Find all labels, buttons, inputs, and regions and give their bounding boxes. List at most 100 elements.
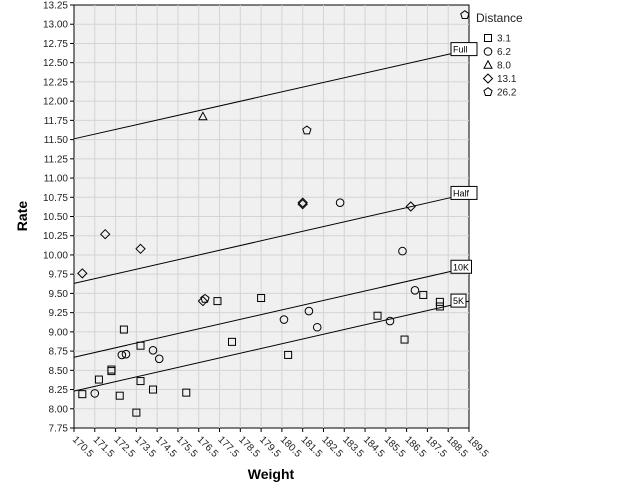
y-tick-label: 9.75	[49, 270, 69, 281]
data-point-square	[78, 390, 87, 399]
y-tick-label: 12.75	[43, 39, 68, 50]
y-tick-label: 13.00	[43, 20, 68, 31]
legend-item-label: 13.1	[497, 74, 517, 85]
data-point-square	[136, 377, 145, 386]
reference-line-label-box	[450, 293, 467, 308]
y-tick-label: 8.75	[49, 347, 69, 358]
reference-line-label-box	[450, 185, 478, 200]
data-point-circle	[279, 315, 289, 324]
x-tick-label: 177.5	[215, 434, 241, 460]
x-axis-title: Weight	[248, 466, 295, 482]
data-point-circle	[121, 349, 131, 359]
data-point-pentagon	[200, 293, 210, 303]
data-point-circle	[335, 198, 345, 207]
data-point-diamond	[197, 295, 209, 307]
data-point-circle	[148, 346, 158, 355]
data-point-square	[400, 335, 409, 344]
x-tick-label: 172.5	[111, 434, 137, 460]
data-point-square	[182, 388, 191, 397]
x-tick-label: 183.5	[340, 434, 366, 460]
x-tick-label: 188.5	[444, 434, 470, 460]
y-tick-label: 9.00	[49, 327, 69, 338]
y-axis-title: Rate	[14, 201, 30, 232]
data-point-triangle	[198, 111, 208, 121]
data-point-diamond	[297, 197, 308, 208]
x-tick-label: 184.5	[361, 434, 387, 460]
y-tick-label: 11.75	[44, 116, 69, 127]
data-point-square	[115, 391, 124, 400]
data-point-circle	[410, 286, 420, 295]
x-tick-label: 185.5	[382, 434, 408, 460]
x-tick-label: 175.5	[174, 434, 200, 460]
data-point-circle	[154, 354, 164, 364]
legend-marker-diamond	[482, 73, 494, 84]
y-tick-label: 12.50	[43, 58, 68, 69]
x-tick-label: 181.5	[299, 434, 325, 460]
y-tick-label: 12.25	[43, 77, 68, 88]
data-point-circle	[385, 316, 395, 326]
data-point-square	[107, 365, 116, 374]
y-tick-label: 12.00	[43, 97, 68, 108]
y-tick-label: 7.75	[49, 424, 69, 435]
x-axis-ticks: 170.5171.5172.5173.5174.5175.5176.5177.5…	[70, 428, 491, 460]
data-point-square	[119, 325, 128, 334]
x-tick-label: 178.5	[236, 434, 262, 460]
reference-line-label-box	[450, 42, 478, 57]
legend: Distance 3.1 6.2 8.0 13.1 26.2	[476, 11, 523, 99]
x-tick-label: 170.5	[70, 434, 96, 460]
x-tick-label: 174.5	[153, 434, 179, 460]
y-tick-label: 10.00	[43, 250, 68, 261]
legend-marker-square	[484, 34, 492, 42]
data-point-square	[284, 350, 293, 359]
data-point-diamond	[297, 198, 308, 210]
reference-line-label: Half	[453, 188, 470, 198]
x-tick-label: 179.5	[257, 434, 283, 460]
reference-line-label: Full	[453, 45, 468, 55]
reference-line	[73, 192, 470, 284]
y-tick-label: 13.25	[43, 1, 68, 12]
reference-line	[73, 300, 470, 392]
reference-line	[73, 49, 470, 140]
data-point-circle	[398, 246, 407, 256]
data-point-square	[94, 375, 103, 384]
y-tick-label: 9.50	[49, 289, 69, 300]
data-point-diamond	[405, 201, 416, 212]
x-tick-label: 182.5	[319, 434, 345, 460]
y-tick-label: 8.00	[49, 404, 69, 415]
y-axis-ticks: 7.75 8.00 8.25 8.50 8.75 9.00 9.25 9.50 9.75 10.0…	[43, 1, 74, 435]
data-point-square	[257, 294, 266, 303]
data-point-pentagon	[460, 10, 470, 19]
x-tick-label: 187.5	[423, 434, 449, 460]
data-point-square	[435, 297, 444, 306]
legend-marker-pentagon	[483, 87, 493, 96]
y-tick-label: 11.50	[44, 135, 69, 146]
y-tick-label: 8.50	[49, 366, 69, 377]
legend-marker-triangle	[483, 59, 493, 69]
y-tick-label: 9.25	[49, 308, 69, 319]
y-tick-label: 10.75	[43, 193, 68, 204]
legend-item-label: 3.1	[497, 34, 511, 45]
reference-line-label: 10K	[453, 262, 469, 272]
data-point-square	[136, 341, 145, 350]
x-tick-label: 171.5	[91, 434, 117, 460]
y-tick-label: 10.50	[43, 212, 68, 223]
data-point-diamond	[77, 268, 88, 279]
data-point-square	[213, 297, 222, 306]
y-tick-label: 11.25	[44, 154, 69, 165]
legend-item-label: 26.2	[497, 88, 517, 99]
x-tick-label: 180.5	[278, 434, 304, 460]
data-point-square	[419, 290, 428, 299]
data-point-square	[132, 408, 141, 417]
data-point-diamond	[99, 228, 111, 240]
y-tick-label: 10.25	[43, 231, 68, 242]
legend-marker-circle	[483, 47, 493, 56]
y-tick-label: 8.25	[49, 385, 69, 396]
data-point-circle	[117, 350, 127, 360]
data-points	[77, 10, 470, 417]
x-tick-label: 176.5	[195, 434, 221, 460]
reference-line-label-box	[450, 259, 472, 274]
data-point-square	[373, 311, 382, 320]
data-point-circle	[312, 322, 322, 332]
reference-line-label: 5K	[453, 296, 464, 306]
